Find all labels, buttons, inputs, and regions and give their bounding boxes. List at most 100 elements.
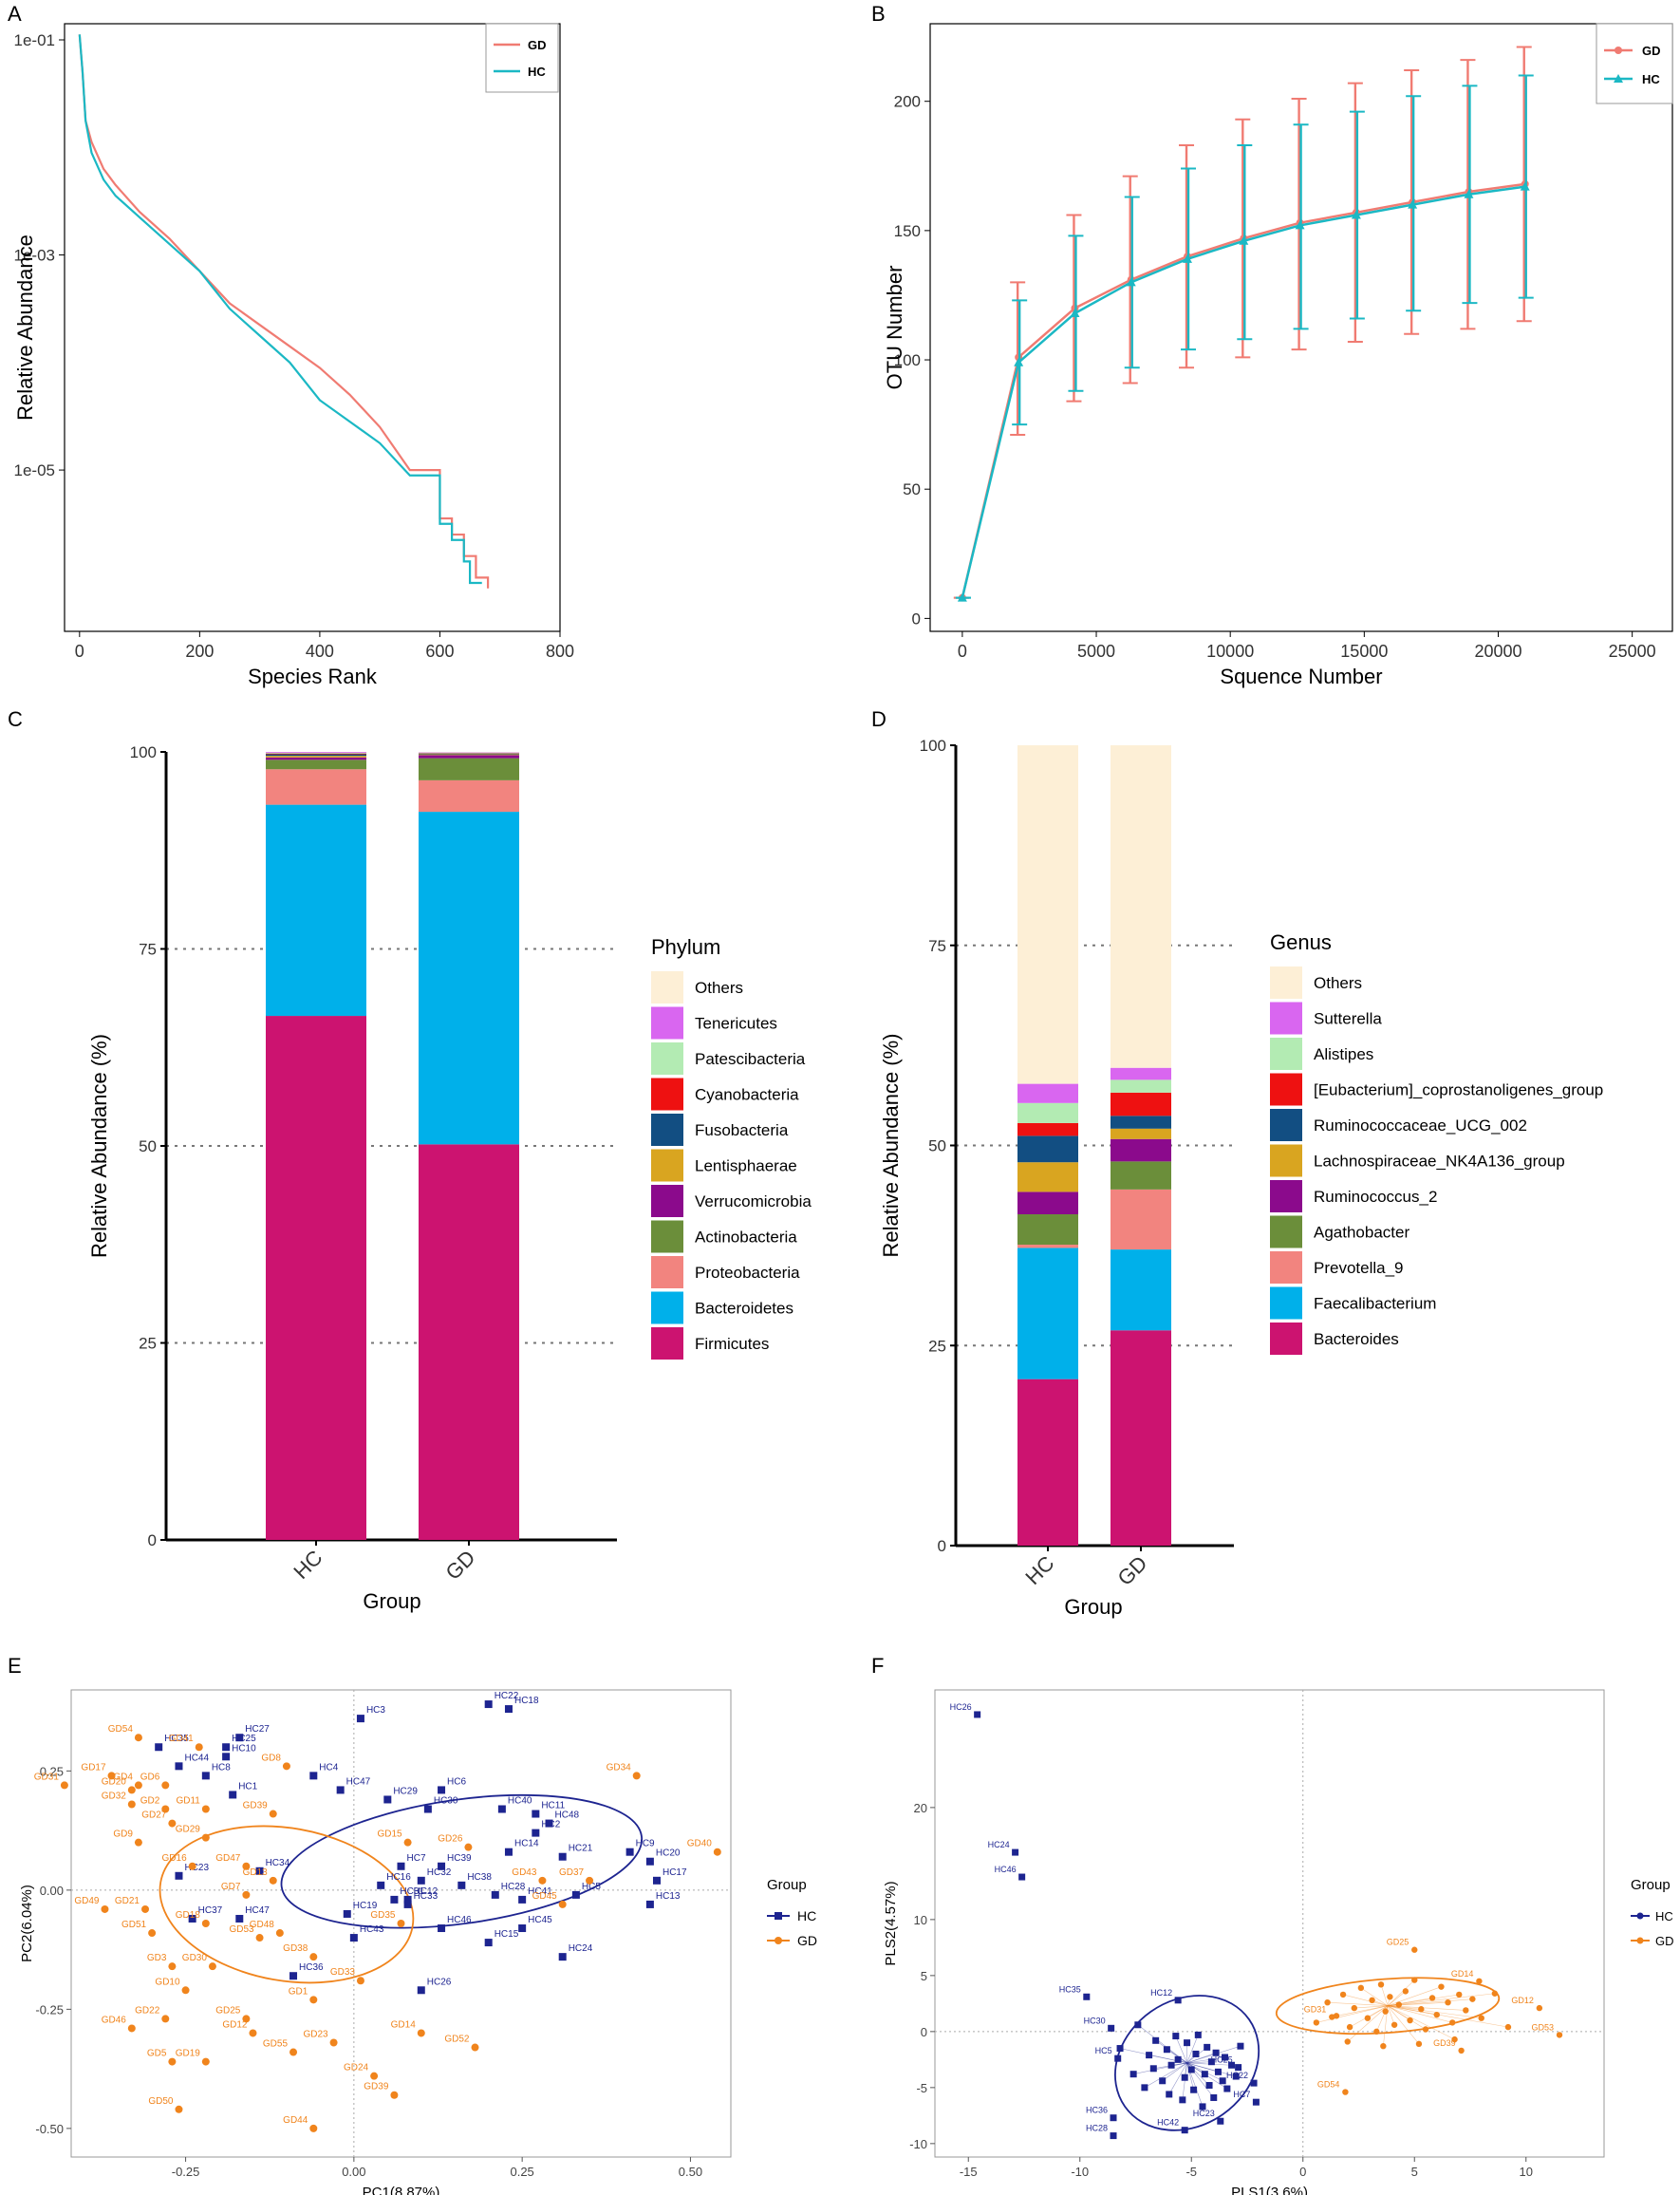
legend-label-lentisphaerae: Lentisphaerae: [695, 1157, 797, 1175]
point-label: HC39: [447, 1853, 472, 1864]
point-hc: [349, 1934, 358, 1942]
point-gd: [403, 1838, 412, 1847]
point-gd: [134, 1838, 142, 1847]
point-hc: [1181, 2127, 1188, 2134]
point-gd: [370, 2072, 379, 2080]
point-gd: [201, 1920, 210, 1927]
legend-swatch-verrucomicrobia: [651, 1185, 683, 1217]
legend-label-prevotella-9: Prevotella_9: [1314, 1259, 1404, 1277]
bar-segment-tenericutes: [266, 752, 366, 753]
bar-segment-lentisphaerae: [419, 754, 519, 756]
x-axis-title: Species Rank: [248, 665, 378, 688]
point-label: HC21: [569, 1844, 593, 1854]
centroid-spoke: [1387, 2005, 1427, 2030]
centroid-spoke: [1387, 2005, 1453, 2023]
y-axis-title: Relative Abundance (%): [879, 1033, 903, 1257]
point-gd: [1357, 1984, 1365, 1992]
y-axis-title: Relative Abundance (%): [87, 1034, 111, 1258]
bar-segment-verrucomicrobia: [266, 757, 366, 760]
legend-swatch-faecalibacterium: [1270, 1286, 1302, 1320]
x-axis-title: Squence Number: [1220, 665, 1382, 688]
point-gd: [1491, 1990, 1499, 1997]
point-label: HC41: [528, 1886, 552, 1897]
point-label: GD43: [512, 1867, 537, 1878]
point-hc: [625, 1848, 634, 1856]
point-gd: [329, 2038, 338, 2047]
y-axis-title: PC2(6.04%): [19, 1885, 35, 1962]
legend-label-hc: HC: [797, 1908, 816, 1923]
point-hc: [504, 1705, 513, 1714]
point-gd: [1391, 2021, 1398, 2028]
centroid-spoke: [1133, 2062, 1187, 2074]
point-hc: [1212, 2049, 1220, 2056]
bar-segment--eubacterium-coprostanoligenes-group: [1111, 1092, 1171, 1116]
point-label: GD14: [1451, 1969, 1474, 1979]
y-tick-label: 25: [139, 1335, 157, 1353]
x-axis-title: Group: [363, 1589, 420, 1613]
point-label: HC35: [164, 1734, 189, 1744]
point-label: GD49: [74, 1896, 100, 1906]
point-label: HC14: [514, 1839, 539, 1849]
x-tick-label: 10: [1520, 2165, 1533, 2179]
bar-segment-agathobacter: [1017, 1213, 1078, 1246]
legend-swatch-lentisphaerae: [651, 1149, 683, 1182]
point-label: HC46: [995, 1865, 1017, 1874]
legend-title: Phylum: [651, 935, 720, 959]
point-gd: [1418, 2006, 1425, 2013]
point-label: GD12: [222, 2019, 248, 2030]
point-label: HC44: [184, 1753, 209, 1763]
point-hc: [1152, 2036, 1160, 2044]
point-hc: [518, 1895, 527, 1904]
legend-label-fusobacteria: Fusobacteria: [695, 1121, 789, 1139]
centroid-spoke: [1186, 2035, 1199, 2064]
y-tick-label: 150: [894, 222, 921, 240]
point-label: GD7: [221, 1882, 241, 1892]
point-label: GD2: [140, 1796, 160, 1807]
bar-segment-ruminococcaceae-ucg-002: [1111, 1116, 1171, 1129]
legend-marker-hc: [775, 1912, 782, 1920]
point-gd: [1407, 2017, 1413, 2024]
point-hc: [1149, 2065, 1157, 2073]
point-label: HC17: [663, 1867, 687, 1878]
legend-title: Genus: [1270, 930, 1332, 954]
point-gd: [1324, 1998, 1331, 2006]
data-point-hc: [1183, 253, 1193, 263]
point-label: GD10: [155, 1977, 180, 1987]
bar-segment-patescibacteria: [266, 752, 366, 754]
point-label: HC1: [238, 1781, 257, 1792]
point-hc: [1235, 2064, 1242, 2072]
legend-label-alistipes: Alistipes: [1314, 1045, 1373, 1063]
point-label: HC34: [266, 1858, 290, 1868]
legend-label-gd: GD: [528, 38, 547, 52]
point-label: GD5: [147, 2049, 167, 2059]
centroid-spoke: [1144, 2062, 1187, 2089]
point-hc: [1166, 2091, 1173, 2098]
point-hc: [1250, 2079, 1258, 2087]
x-tick-label: 400: [306, 642, 334, 661]
point-hc: [532, 1810, 540, 1818]
point-hc: [383, 1795, 392, 1804]
point-hc: [1181, 2073, 1188, 2081]
point-label: GD19: [176, 2049, 201, 2059]
point-label: GD21: [115, 1896, 140, 1906]
point-label: HC22: [1226, 2071, 1248, 2080]
legend-label-hc: HC: [528, 65, 546, 79]
bar-segment-others: [1017, 745, 1078, 1084]
plot-frame: [70, 1689, 732, 2158]
point-label: GD20: [102, 1776, 127, 1787]
point-hc: [309, 1772, 318, 1780]
point-gd: [127, 1786, 136, 1794]
point-hc: [1228, 2061, 1236, 2069]
y-tick-label: 100: [130, 743, 157, 761]
centroid-spoke: [1327, 2001, 1389, 2007]
legend-label-actinobacteria: Actinobacteria: [695, 1229, 797, 1247]
point-hc: [1252, 2098, 1260, 2106]
point-label: GD31: [1304, 2005, 1327, 2015]
point-label: GD27: [141, 1810, 167, 1821]
point-label: GD25: [215, 2005, 241, 2016]
point-label: HC20: [656, 1848, 681, 1859]
point-label: GD37: [559, 1867, 585, 1878]
point-hc: [438, 1924, 446, 1933]
point-hc: [356, 1715, 364, 1723]
